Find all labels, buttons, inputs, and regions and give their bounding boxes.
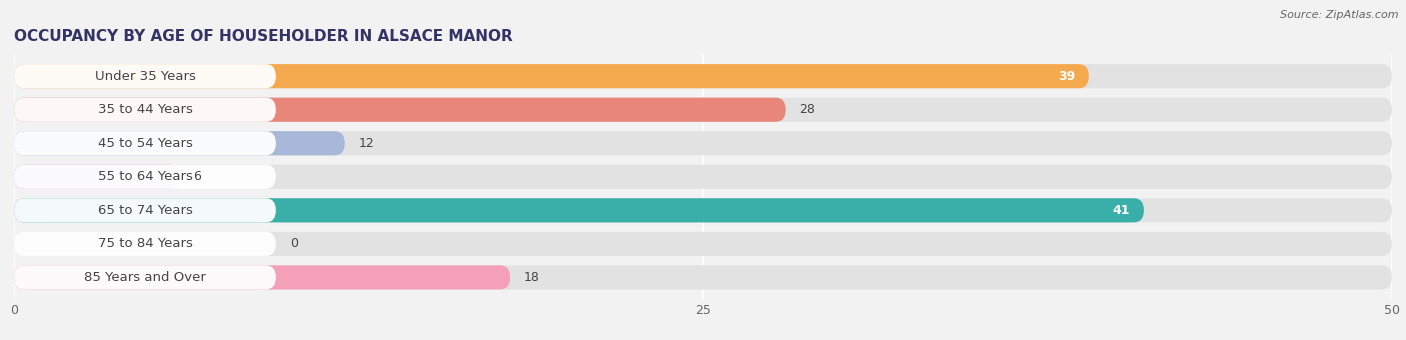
Text: 41: 41 — [1112, 204, 1130, 217]
FancyBboxPatch shape — [14, 98, 276, 122]
FancyBboxPatch shape — [14, 64, 1392, 88]
Text: 55 to 64 Years: 55 to 64 Years — [97, 170, 193, 183]
Text: 39: 39 — [1057, 70, 1076, 83]
Text: 45 to 54 Years: 45 to 54 Years — [97, 137, 193, 150]
FancyBboxPatch shape — [14, 165, 180, 189]
FancyBboxPatch shape — [14, 131, 344, 155]
FancyBboxPatch shape — [14, 265, 1392, 289]
FancyBboxPatch shape — [14, 198, 1392, 222]
FancyBboxPatch shape — [14, 198, 276, 222]
FancyBboxPatch shape — [14, 232, 1392, 256]
FancyBboxPatch shape — [14, 131, 276, 155]
Text: 75 to 84 Years: 75 to 84 Years — [97, 237, 193, 250]
FancyBboxPatch shape — [14, 64, 276, 88]
Text: 0: 0 — [290, 237, 298, 250]
FancyBboxPatch shape — [14, 265, 276, 289]
Text: Under 35 Years: Under 35 Years — [94, 70, 195, 83]
Text: 6: 6 — [193, 170, 201, 183]
Text: 28: 28 — [800, 103, 815, 116]
FancyBboxPatch shape — [14, 98, 786, 122]
Text: 35 to 44 Years: 35 to 44 Years — [97, 103, 193, 116]
Text: 12: 12 — [359, 137, 374, 150]
FancyBboxPatch shape — [14, 98, 1392, 122]
Text: 65 to 74 Years: 65 to 74 Years — [97, 204, 193, 217]
Text: 85 Years and Over: 85 Years and Over — [84, 271, 205, 284]
FancyBboxPatch shape — [14, 64, 1088, 88]
FancyBboxPatch shape — [14, 198, 1144, 222]
Text: 18: 18 — [524, 271, 540, 284]
FancyBboxPatch shape — [14, 131, 1392, 155]
FancyBboxPatch shape — [14, 265, 510, 289]
FancyBboxPatch shape — [14, 232, 276, 256]
Text: Source: ZipAtlas.com: Source: ZipAtlas.com — [1281, 10, 1399, 20]
FancyBboxPatch shape — [14, 165, 1392, 189]
FancyBboxPatch shape — [14, 165, 276, 189]
Text: OCCUPANCY BY AGE OF HOUSEHOLDER IN ALSACE MANOR: OCCUPANCY BY AGE OF HOUSEHOLDER IN ALSAC… — [14, 29, 513, 44]
